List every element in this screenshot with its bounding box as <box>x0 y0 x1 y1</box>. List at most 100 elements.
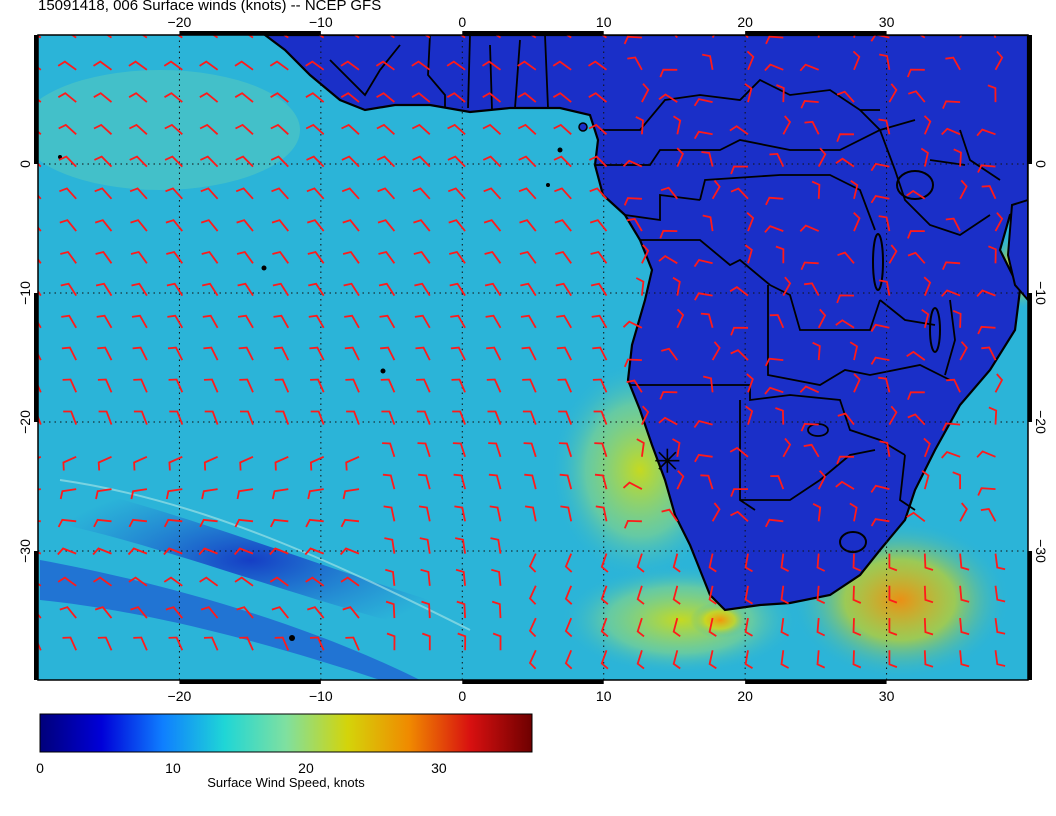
wind-barb-icon <box>418 505 431 522</box>
wind-barb-icon <box>57 60 77 71</box>
wind-barb-icon <box>908 90 926 103</box>
wind-barb-icon <box>994 50 1004 71</box>
wind-barb-icon <box>412 155 431 168</box>
map-area <box>38 35 1028 680</box>
wind-barb-icon <box>234 92 254 103</box>
wind-barb-icon <box>981 185 997 200</box>
wind-barb-icon <box>95 488 112 500</box>
wind-barb-icon <box>487 410 502 425</box>
wind-barb-icon <box>554 219 572 232</box>
wind-barb-icon <box>95 250 113 264</box>
country-borders <box>329 35 1001 511</box>
wind-barb-icon <box>94 187 113 200</box>
wind-barb-icon <box>411 92 431 103</box>
lon-tick-label-bottom: −20 <box>168 688 192 704</box>
wind-barb-icon <box>635 277 645 296</box>
lat-tick-label-left: −30 <box>17 539 33 563</box>
wind-barb-icon <box>380 346 396 361</box>
wind-barb-icon <box>852 50 861 71</box>
wind-barb-icon <box>199 60 219 71</box>
lon-tick-label-bottom: 30 <box>879 688 895 704</box>
wind-barb-icon <box>168 378 184 393</box>
wind-barb-icon <box>888 553 898 572</box>
wind-barb-icon <box>201 250 219 264</box>
colorbar-ticks: 0 10 20 30 <box>36 760 447 776</box>
wind-barb-icon <box>305 123 325 135</box>
wind-barb-icon <box>484 250 502 264</box>
island <box>261 265 267 271</box>
wind-barbs <box>38 35 1006 670</box>
wind-barb-icon <box>528 649 537 670</box>
wind-barb-icon <box>555 282 572 297</box>
wind-barb-icon <box>623 358 642 368</box>
wind-barb-icon <box>305 576 325 587</box>
map-title: 15091418, 006 Surface winds (knots) -- N… <box>38 0 382 14</box>
wind-barb-icon <box>488 473 502 490</box>
wind-barb-icon <box>941 422 961 431</box>
marker-stroke <box>658 451 677 470</box>
wind-barb-icon <box>764 518 784 528</box>
wind-barb-icon <box>309 346 325 361</box>
wind-barb-icon <box>923 618 934 636</box>
wind-barb-icon <box>988 245 997 264</box>
wind-barb-icon <box>378 250 396 264</box>
wind-barb-icon <box>959 341 968 361</box>
wind-barb-icon <box>641 83 650 103</box>
wind-barb-icon <box>93 123 113 135</box>
wind-barb-icon <box>780 650 790 669</box>
frame-scale-segment <box>34 293 38 422</box>
wind-barb-icon <box>127 547 148 556</box>
wind-barb-icon <box>204 410 219 425</box>
wind-barb-icon <box>456 600 466 619</box>
wind-barb-icon <box>376 92 395 103</box>
wind-barb-icon <box>636 617 645 638</box>
wind-barb-icon <box>385 600 396 619</box>
wind-barb-icon <box>906 189 926 200</box>
wind-barb-icon <box>491 568 502 586</box>
wind-barb-icon <box>269 547 289 556</box>
wind-barb-icon <box>342 606 360 619</box>
wind-barb-icon <box>97 455 112 471</box>
wind-barb-icon <box>888 650 898 668</box>
wind-barb-icon <box>519 250 537 264</box>
wind-barb-icon <box>129 187 148 200</box>
wind-barb-icon <box>523 442 537 458</box>
wind-barb-icon <box>415 346 431 361</box>
wind-barb-icon <box>62 455 77 471</box>
frame-scale-segment <box>462 680 604 684</box>
wind-barb-icon <box>167 346 184 361</box>
wind-barb-icon <box>672 585 681 605</box>
wind-barb-icon <box>746 50 755 71</box>
wind-barb-icon <box>163 576 183 587</box>
wind-barb-icon <box>380 378 396 393</box>
frame-scale-segment <box>1028 293 1032 422</box>
wind-speed-field <box>690 602 750 638</box>
wind-barb-icon <box>923 437 931 458</box>
wind-barb-icon <box>270 92 289 103</box>
wind-barb-icon <box>305 60 325 71</box>
wind-barb-icon <box>270 155 289 168</box>
wind-barb-icon <box>588 123 608 135</box>
lon-tick-label-top: 30 <box>879 14 895 30</box>
wind-barb-icon <box>203 455 218 471</box>
wind-barb-icon <box>600 553 609 573</box>
island <box>546 183 550 187</box>
wind-barb-icon <box>694 453 713 463</box>
wind-barb-icon <box>746 373 754 393</box>
wind-barb-icon <box>852 618 862 637</box>
wind-barb-icon <box>165 488 183 500</box>
wind-barb-icon <box>836 294 855 304</box>
wind-barb-icon <box>98 410 113 425</box>
wind-barb-icon <box>520 282 537 297</box>
wind-barb-icon <box>203 636 219 651</box>
wind-barb-icon <box>711 341 721 361</box>
wind-barb-icon <box>199 576 219 587</box>
wind-barb-icon <box>852 585 862 604</box>
wind-barb-icon <box>308 314 325 329</box>
wind-barb-icon <box>836 90 855 103</box>
wind-barb-icon <box>235 123 254 135</box>
wind-barb-icon <box>775 407 785 425</box>
wind-barb-icon <box>234 576 254 587</box>
wind-barb-icon <box>702 214 714 232</box>
wind-barb-icon <box>594 473 608 490</box>
